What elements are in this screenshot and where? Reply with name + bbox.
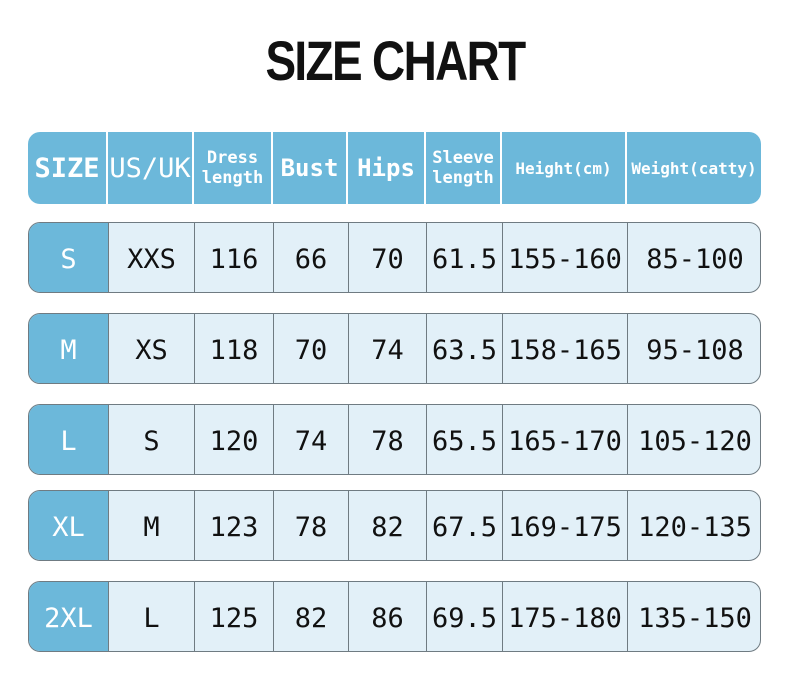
cell-dress-length: 116 <box>195 223 274 292</box>
page-title: SIZE CHART <box>265 29 526 92</box>
cell-sleeve-length: 65.5 <box>427 405 503 474</box>
cell-sleeve-length: 61.5 <box>427 223 503 292</box>
cell-dress-length: 125 <box>195 582 274 651</box>
cell-hips: 82 <box>349 491 427 560</box>
cell-hips: 86 <box>349 582 427 651</box>
cell-size: S <box>29 223 109 292</box>
cell-weight: 85-100 <box>646 244 744 275</box>
table-row: 2XL L 125 82 86 69.5 175-180 135-150 <box>28 581 761 652</box>
header-height: Height(cm) <box>502 132 627 204</box>
cell-hips: 70 <box>349 223 427 292</box>
cell-height: 165-170 <box>503 405 628 474</box>
cell-us-uk: XXS <box>109 223 195 292</box>
cell-weight: 95-108 <box>646 335 744 366</box>
header-bust: Bust <box>273 132 348 204</box>
cell-us-uk: L <box>109 582 195 651</box>
cell-hips: 78 <box>349 405 427 474</box>
header-hips: Hips <box>348 132 426 204</box>
cell-weight: 135-150 <box>638 603 752 634</box>
header-dress-length: Dress length <box>194 132 273 204</box>
table-row: S XXS 116 66 70 61.5 155-160 85-100 <box>28 222 761 293</box>
cell-height: 158-165 <box>503 314 628 383</box>
cell-sleeve-length: 67.5 <box>427 491 503 560</box>
cell-bust: 70 <box>274 314 349 383</box>
cell-us-uk: S <box>109 405 195 474</box>
cell-us-uk: M <box>109 491 195 560</box>
cell-size: XL <box>29 491 109 560</box>
table-row: M XS 118 70 74 63.5 158-165 95-108 <box>28 313 761 384</box>
cell-height: 175-180 <box>503 582 628 651</box>
cell-us-uk: XS <box>109 314 195 383</box>
cell-size: M <box>29 314 109 383</box>
cell-dress-length: 118 <box>195 314 274 383</box>
table-row: L S 120 74 78 65.5 165-170 105-120 <box>28 404 761 475</box>
cell-bust: 66 <box>274 223 349 292</box>
cell-bust: 74 <box>274 405 349 474</box>
cell-size: 2XL <box>29 582 109 651</box>
header-us-uk: US/UK <box>108 132 194 204</box>
cell-sleeve-length: 69.5 <box>427 582 503 651</box>
header-size: SIZE <box>28 132 108 204</box>
cell-size: L <box>29 405 109 474</box>
cell-weight: 120-135 <box>638 512 752 543</box>
header-weight: Weight(catty) <box>631 158 757 178</box>
cell-dress-length: 123 <box>195 491 274 560</box>
cell-sleeve-length: 63.5 <box>427 314 503 383</box>
table-row: XL M 123 78 82 67.5 169-175 120-135 <box>28 490 761 561</box>
cell-hips: 74 <box>349 314 427 383</box>
cell-weight: 105-120 <box>638 426 752 457</box>
cell-bust: 82 <box>274 582 349 651</box>
cell-height: 169-175 <box>503 491 628 560</box>
header-sleeve-length: Sleeve length <box>426 132 502 204</box>
cell-bust: 78 <box>274 491 349 560</box>
table-header: SIZE US/UK Dress length Bust Hips Sleeve… <box>28 132 761 204</box>
cell-dress-length: 120 <box>195 405 274 474</box>
cell-height: 155-160 <box>503 223 628 292</box>
